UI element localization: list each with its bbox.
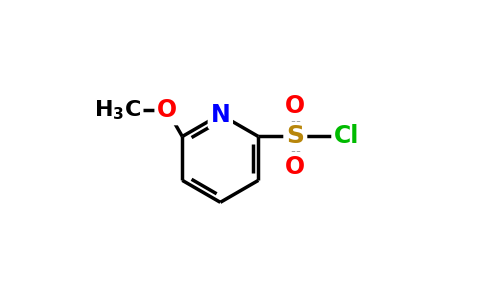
Text: O: O (285, 94, 305, 118)
Text: O: O (285, 154, 305, 178)
Text: Cl: Cl (333, 124, 359, 148)
Text: O: O (157, 98, 177, 122)
Text: $\mathregular{H_3C}$: $\mathregular{H_3C}$ (93, 99, 141, 122)
Text: N: N (211, 103, 230, 127)
Text: S: S (287, 124, 304, 148)
